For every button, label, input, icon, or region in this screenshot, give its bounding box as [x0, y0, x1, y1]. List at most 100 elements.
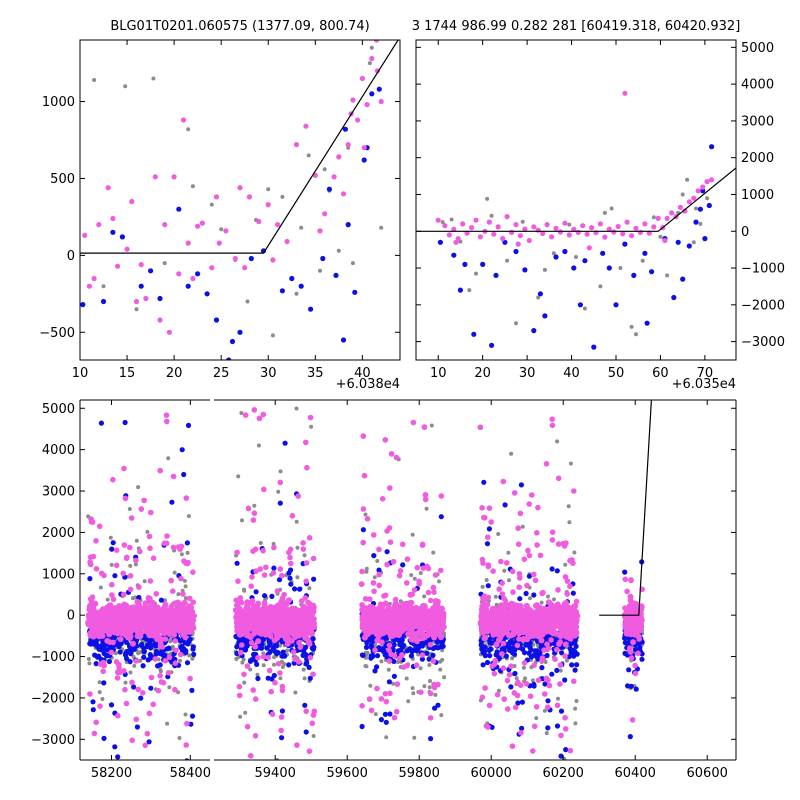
data-point [487, 653, 493, 659]
data-point [149, 632, 155, 639]
data-point [303, 708, 310, 715]
data-point [98, 420, 104, 426]
data-point [166, 329, 172, 335]
data-point [166, 456, 171, 461]
data-point [580, 223, 586, 229]
data-point [310, 555, 317, 562]
data-point [284, 238, 290, 245]
data-point [569, 662, 575, 668]
data-point [566, 504, 571, 509]
data-point [364, 566, 369, 571]
data-point [375, 559, 380, 563]
data-point [410, 419, 417, 426]
data-point [598, 284, 603, 289]
data-point [484, 541, 491, 547]
data-point [545, 698, 551, 704]
data-point [275, 660, 282, 667]
data-point [680, 276, 686, 282]
data-point [430, 652, 436, 658]
data-point [134, 610, 141, 617]
data-point [258, 645, 265, 651]
data-point [150, 701, 156, 708]
data-point [108, 535, 113, 540]
data-point [589, 225, 595, 231]
data-point [559, 650, 565, 656]
y-tick-label: 500 [50, 172, 75, 187]
y-tick-label: 0 [67, 249, 75, 264]
data-point [345, 142, 351, 148]
data-point [374, 664, 380, 670]
data-point [532, 648, 539, 654]
data-point [427, 690, 434, 697]
data-point [388, 451, 395, 457]
data-point [147, 545, 153, 551]
data-point [487, 636, 493, 643]
data-point [366, 696, 373, 702]
data-point [276, 489, 281, 494]
data-point [95, 653, 102, 659]
data-point [567, 520, 572, 525]
data-point [123, 650, 129, 656]
data-point [143, 295, 149, 302]
data-point [419, 652, 426, 658]
data-point [266, 187, 271, 192]
data-point [376, 571, 382, 578]
data-point [128, 563, 133, 568]
data-point [172, 607, 178, 614]
x-tick-label: 60 [652, 366, 669, 381]
data-point [558, 708, 565, 714]
data-point [133, 298, 140, 305]
data-point [190, 184, 195, 189]
data-point [278, 469, 283, 474]
data-point [256, 415, 263, 422]
data-point [187, 653, 192, 658]
data-point [368, 707, 375, 714]
y-tick-label: 4000 [741, 78, 774, 93]
data-point [123, 680, 128, 685]
data-point [184, 560, 191, 567]
data-point [92, 600, 99, 607]
data-point [140, 663, 146, 669]
data-point [532, 652, 539, 659]
data-point [142, 600, 149, 607]
data-point [411, 691, 416, 696]
data-point [394, 681, 401, 687]
data-point [482, 644, 488, 651]
data-point [391, 714, 398, 721]
data-point [359, 723, 365, 730]
data-point [213, 194, 220, 200]
data-point [164, 418, 170, 425]
data-point [134, 307, 139, 312]
data-point [264, 645, 270, 651]
data-point [361, 157, 367, 163]
data-point [127, 659, 133, 665]
data-point [530, 678, 535, 683]
data-point [135, 686, 141, 693]
data-point [278, 676, 283, 681]
data-point [397, 568, 404, 574]
data-point [185, 240, 191, 246]
data-point [185, 550, 190, 555]
data-point [189, 619, 196, 626]
data-point [439, 713, 444, 718]
panel-bottom-marks [85, 400, 652, 760]
data-point [384, 735, 389, 740]
y-tick-label: 1000 [741, 188, 774, 203]
data-point [575, 229, 581, 235]
data-point [138, 506, 145, 512]
data-point [97, 680, 102, 685]
data-point [424, 506, 429, 511]
data-point [303, 439, 309, 446]
data-point [387, 711, 393, 717]
data-point [611, 229, 617, 235]
x-tick-label: 10 [72, 366, 89, 381]
y-tick-label: 5000 [741, 41, 774, 56]
data-point [572, 667, 578, 673]
data-point [571, 265, 577, 271]
data-point [108, 702, 115, 708]
data-point [94, 613, 101, 620]
data-point [248, 753, 254, 759]
data-point [392, 596, 399, 603]
data-point [502, 568, 507, 573]
data-point [555, 439, 560, 444]
